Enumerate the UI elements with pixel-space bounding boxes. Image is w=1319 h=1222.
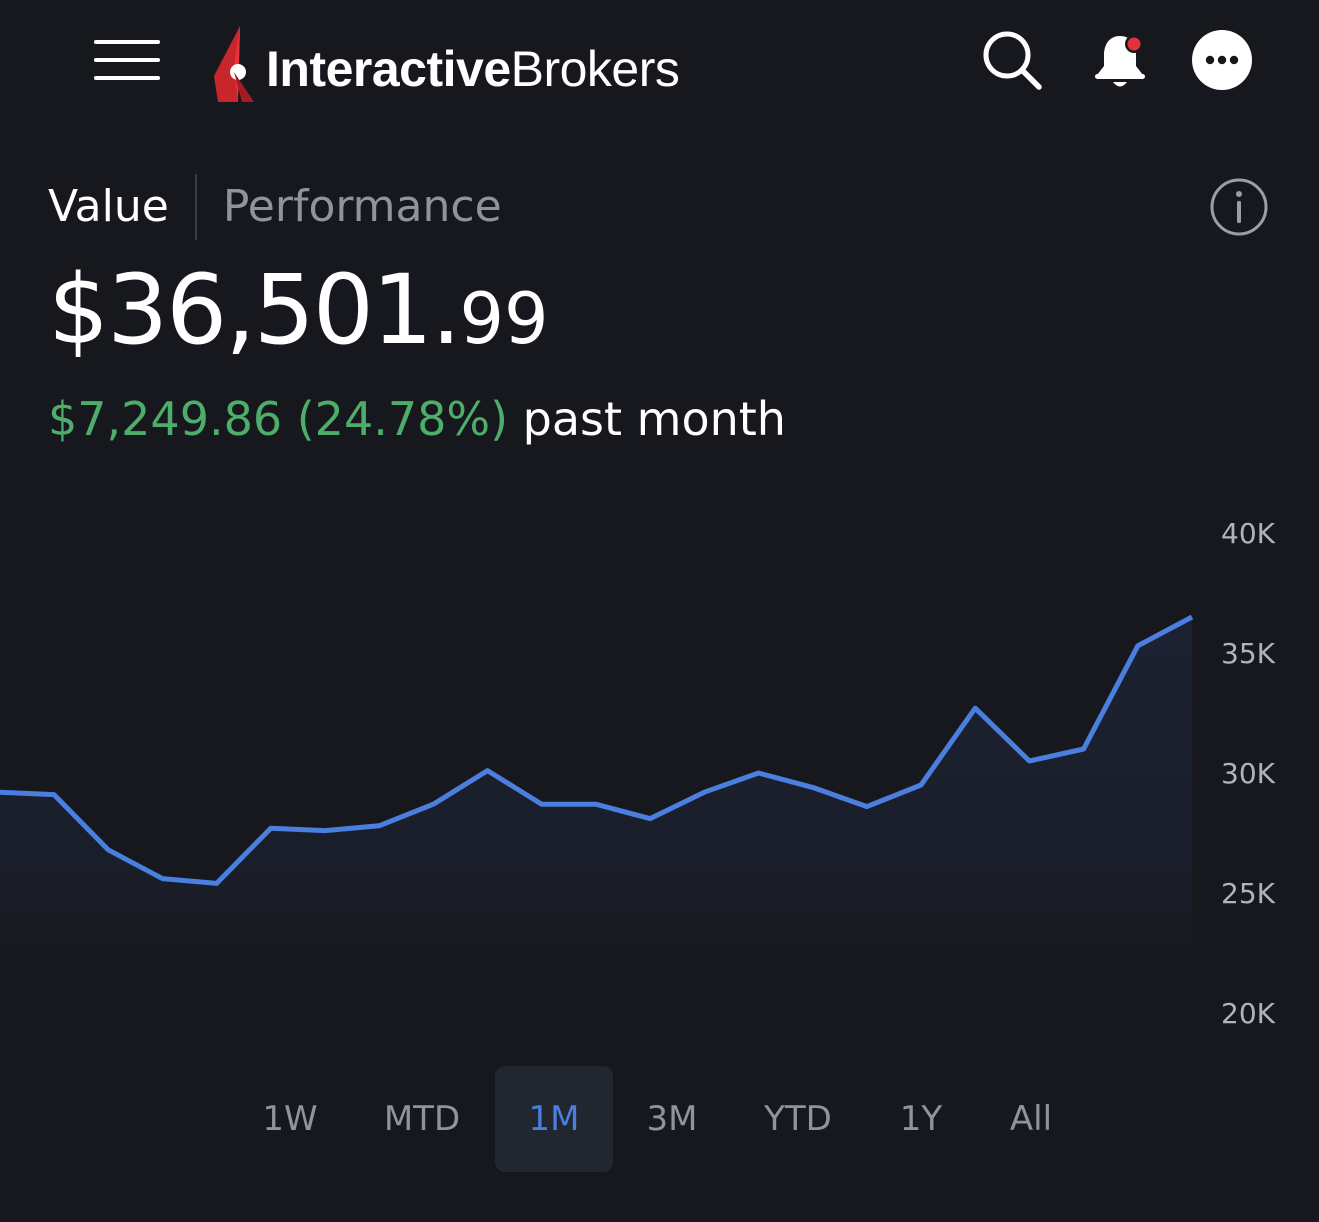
chart-area-fill (0, 617, 1192, 970)
range-ytd-button[interactable]: YTD (764, 1099, 832, 1139)
range-1m-button[interactable]: 1M (495, 1066, 613, 1172)
search-button[interactable] (980, 28, 1044, 92)
change-amount: $7,249.86 (24.78%) (48, 392, 509, 446)
info-button[interactable] (1210, 178, 1268, 236)
portfolio-value-cents: 99 (459, 278, 549, 360)
y-tick-label: 25K (1221, 877, 1276, 910)
value-chart[interactable]: 40K 35K 30K 25K 20K (0, 490, 1319, 1050)
range-all-button[interactable]: All (1009, 1099, 1053, 1139)
view-tabs: Value Performance (48, 172, 502, 242)
y-tick-label: 35K (1221, 637, 1276, 670)
brand-mark-icon (214, 26, 254, 102)
notifications-button[interactable] (1088, 28, 1152, 92)
range-1y-button[interactable]: 1Y (899, 1099, 943, 1139)
bell-icon (1095, 35, 1145, 87)
y-tick-label: 40K (1221, 517, 1276, 550)
tab-performance[interactable]: Performance (222, 181, 502, 232)
more-dots-icon (1192, 30, 1252, 90)
tab-divider (194, 174, 197, 240)
y-tick-label: 20K (1221, 997, 1276, 1030)
search-icon (983, 31, 1042, 90)
brand-name-regular: Brokers (510, 41, 680, 97)
y-tick-label: 30K (1221, 757, 1276, 790)
brand-logo: InteractiveBrokers (212, 24, 680, 104)
value-change: $7,249.86 (24.78%) past month (48, 392, 786, 447)
brand-name: InteractiveBrokers (266, 41, 680, 97)
range-1w-button[interactable]: 1W (262, 1099, 318, 1139)
range-3m-button[interactable]: 3M (646, 1099, 698, 1139)
more-options-button[interactable] (1190, 28, 1254, 92)
brand-name-bold: Interactive (266, 41, 511, 97)
tab-value[interactable]: Value (48, 181, 169, 232)
change-period: past month (522, 392, 786, 446)
portfolio-value-main: $36,501. (48, 254, 461, 366)
notification-dot (1127, 37, 1141, 51)
value-series-line (0, 614, 1194, 886)
info-icon (1210, 178, 1268, 236)
portfolio-value: $36,501.99 (48, 262, 549, 358)
range-selector: 1W MTD 1M 3M YTD 1Y All (0, 1066, 1319, 1172)
range-mtd-button[interactable]: MTD (383, 1099, 461, 1139)
hamburger-menu-icon[interactable] (94, 40, 160, 84)
